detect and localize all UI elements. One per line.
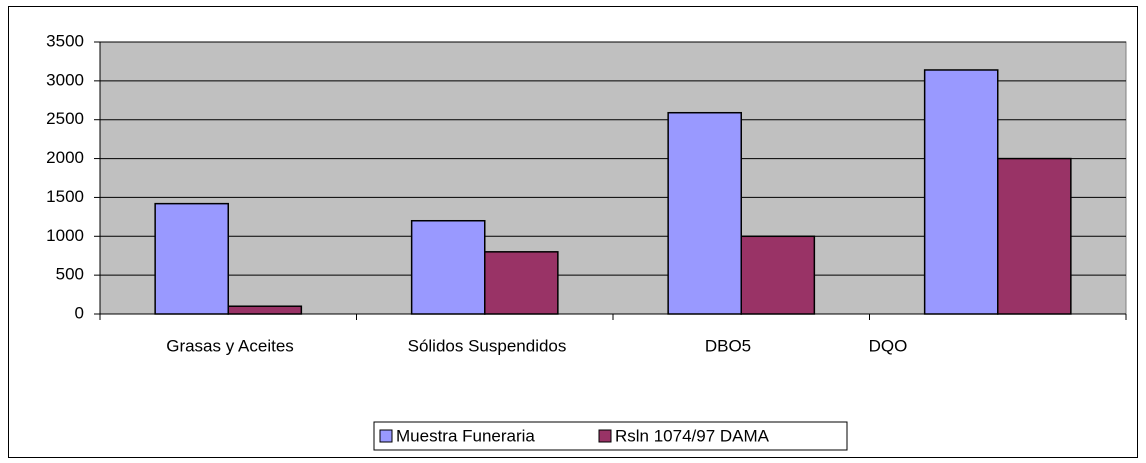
x-tick-label: Grasas y Aceites — [166, 336, 294, 355]
legend-swatch — [379, 429, 393, 443]
y-tick-label: 2000 — [46, 148, 84, 167]
y-tick-label: 3500 — [46, 31, 84, 50]
bar — [667, 111, 743, 315]
x-tick-label: DBO5 — [705, 336, 751, 355]
y-tick-label: 1000 — [46, 226, 84, 245]
legend-label: Rsln 1074/97 DAMA — [615, 426, 770, 445]
y-tick-label: 0 — [75, 303, 84, 322]
bar — [484, 251, 559, 315]
x-tick-label: Sólidos Suspendidos — [408, 336, 567, 355]
bar — [154, 202, 230, 315]
y-tick-label: 3000 — [46, 70, 84, 89]
y-tick-label: 2500 — [46, 109, 84, 128]
bar — [410, 219, 486, 315]
y-tick-label: 1500 — [46, 187, 84, 206]
bar — [227, 305, 303, 315]
x-tick-label: DQO — [869, 336, 908, 355]
bar — [740, 235, 816, 315]
legend-swatch — [598, 429, 612, 443]
legend-label: Muestra Funeraria — [396, 426, 535, 445]
bar — [997, 157, 1072, 315]
y-tick-label: 500 — [56, 265, 84, 284]
bar — [923, 69, 999, 315]
